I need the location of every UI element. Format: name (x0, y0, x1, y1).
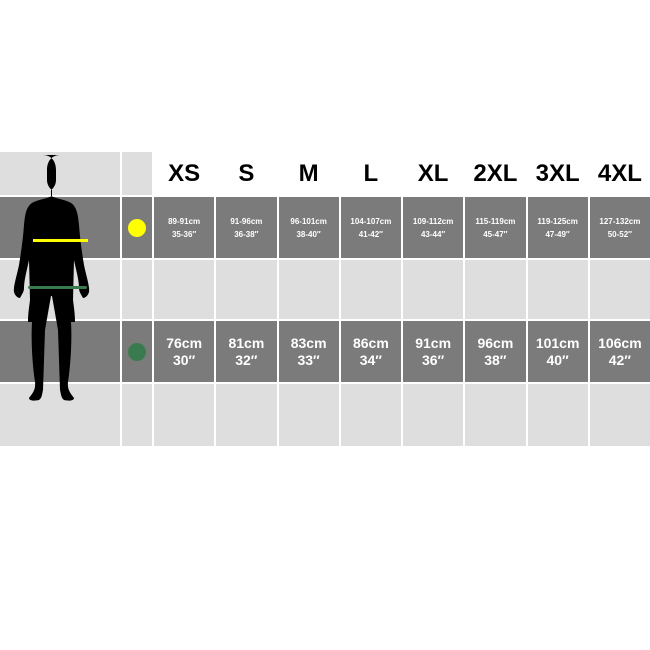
spacer (589, 384, 650, 446)
chest-inches: 35-36″ (171, 229, 197, 239)
legend-cell (122, 321, 152, 382)
figure-cell (0, 197, 120, 258)
waist-cm: 76cm (166, 334, 203, 351)
size-chart: XS S M L XL 2XL 3XL 4XL 89-91cm 35-36″ 91-96cm 36-3… (0, 152, 650, 446)
size-label: XL (417, 159, 449, 187)
waist-value: 91cm 36″ (403, 321, 464, 382)
waist-value: 86cm 34″ (340, 321, 401, 382)
waist-inches: 42″ (608, 351, 632, 368)
size-label: 4XL (597, 159, 642, 187)
spacer (340, 384, 401, 446)
chest-cm: 109-112cm (412, 216, 454, 226)
chest-cm: 96-101cm (290, 216, 327, 226)
chest-inches: 50-52″ (607, 229, 633, 239)
green-dot-waist-icon (128, 342, 146, 361)
waist-value: 83cm 33″ (278, 321, 339, 382)
spacer (216, 260, 277, 319)
spacer (278, 260, 339, 319)
spacer (154, 260, 215, 319)
waist-cm: 101cm (535, 334, 580, 351)
chest-value: 91-96cm 36-38″ (216, 197, 277, 258)
waist-cm: 83cm (290, 334, 327, 351)
chest-value: 119-125cm 47-49″ (527, 197, 588, 258)
waist-cm: 81cm (228, 334, 265, 351)
waist-cm: 86cm (352, 334, 389, 351)
chest-cm: 89-91cm (168, 216, 201, 226)
size-label: 2XL (473, 159, 518, 187)
waist-inches: 40″ (546, 351, 569, 368)
chest-inches: 38-40″ (296, 229, 321, 239)
spacer (465, 384, 526, 446)
size-header: 4XL (589, 152, 650, 195)
spacer (216, 384, 277, 446)
figure-cell (0, 384, 120, 446)
spacer (122, 260, 152, 319)
chest-inches: 45-47″ (483, 229, 508, 239)
chest-value: 127-132cm 50-52″ (589, 197, 650, 258)
legend-cell (122, 197, 152, 258)
chest-value: 115-119cm 45-47″ (465, 197, 526, 258)
waist-inches: 38″ (484, 351, 507, 368)
size-header: XS (154, 152, 215, 195)
spacer (403, 260, 464, 319)
chest-inches: 47-49″ (545, 229, 570, 239)
chest-value: 96-101cm 38-40″ (278, 197, 339, 258)
chest-cm: 119-125cm (537, 216, 578, 226)
waist-value: 76cm 30″ (154, 321, 215, 382)
size-header: 3XL (527, 152, 588, 195)
figure-cell (0, 260, 120, 319)
chest-inches: 36-38″ (234, 229, 259, 239)
chest-value: 104-107cm 41-42″ (340, 197, 401, 258)
waist-inches: 30″ (172, 351, 196, 368)
size-label: S (238, 159, 255, 187)
size-header: XL (403, 152, 464, 195)
waist-inches: 33″ (297, 351, 320, 368)
spacer (154, 384, 215, 446)
size-label: M (298, 159, 319, 187)
header-blank (122, 152, 152, 195)
waist-cm: 106cm (598, 334, 642, 351)
figure-cell (0, 321, 120, 382)
spacer (465, 260, 526, 319)
size-header: M (278, 152, 339, 195)
spacer (340, 260, 401, 319)
spacer (403, 384, 464, 446)
waist-cm: 96cm (477, 334, 514, 351)
figure-cell (0, 152, 120, 195)
spacer (527, 260, 588, 319)
size-header: 2XL (465, 152, 526, 195)
chest-cm: 104-107cm (350, 216, 392, 226)
size-label: XS (168, 159, 201, 187)
size-header: L (340, 152, 401, 195)
chest-value: 89-91cm 35-36″ (154, 197, 215, 258)
size-label: 3XL (535, 159, 580, 187)
spacer (527, 384, 588, 446)
spacer (278, 384, 339, 446)
waist-value: 101cm 40″ (527, 321, 588, 382)
waist-value: 106cm 42″ (589, 321, 650, 382)
chest-inches: 43-44″ (420, 229, 446, 239)
size-label: L (363, 159, 379, 187)
size-header: S (216, 152, 277, 195)
waist-value: 96cm 38″ (465, 321, 526, 382)
waist-value: 81cm 32″ (216, 321, 277, 382)
waist-cm: 91cm (415, 334, 452, 351)
chest-inches: 41-42″ (358, 229, 384, 239)
chest-cm: 91-96cm (230, 216, 263, 226)
chest-cm: 127-132cm (599, 216, 641, 226)
waist-inches: 32″ (235, 351, 258, 368)
chest-cm: 115-119cm (475, 216, 516, 226)
yellow-dot-chest-icon (128, 218, 146, 237)
spacer (122, 384, 152, 446)
waist-inches: 34″ (359, 351, 383, 368)
waist-inches: 36″ (421, 351, 445, 368)
chest-value: 109-112cm 43-44″ (403, 197, 464, 258)
spacer (589, 260, 650, 319)
